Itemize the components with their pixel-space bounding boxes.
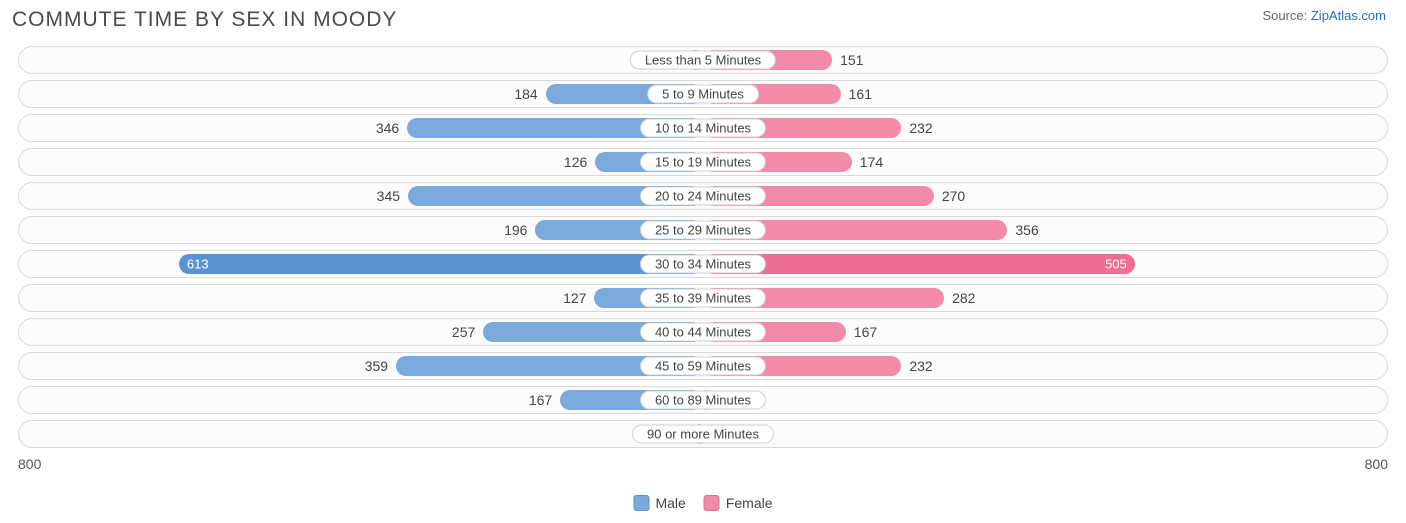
source-link[interactable]: ZipAtlas.com: [1311, 8, 1386, 23]
row-category-label: 60 to 89 Minutes: [640, 391, 766, 410]
row-category-label: 5 to 9 Minutes: [647, 85, 759, 104]
swatch-female: [704, 495, 720, 511]
bar-value-female: 282: [952, 290, 975, 306]
chart-area: 18151Less than 5 Minutes1841615 to 9 Min…: [0, 36, 1406, 448]
bar-row: 127 282 35 to 39 Minutes: [18, 284, 1388, 312]
row-category-label: 30 to 34 Minutes: [640, 255, 766, 274]
bar-value-male: 184: [514, 86, 537, 102]
swatch-male: [633, 495, 649, 511]
axis-left-label: 800: [18, 456, 41, 472]
row-category-label: 25 to 29 Minutes: [640, 221, 766, 240]
bar-value-male: 613: [187, 257, 209, 272]
row-category-label: 10 to 14 Minutes: [640, 119, 766, 138]
axis-row: 800 800: [0, 454, 1406, 472]
bar-row: 346 232 10 to 14 Minutes: [18, 114, 1388, 142]
bar-row: 257 167 40 to 44 Minutes: [18, 318, 1388, 346]
legend-item-female: Female: [704, 495, 773, 511]
legend: Male Female: [633, 495, 772, 511]
bar-row: 18151Less than 5 Minutes: [18, 46, 1388, 74]
bar-value-male: 345: [377, 188, 400, 204]
bar-value-female: 161: [849, 86, 872, 102]
bar-row: 126 174 15 to 19 Minutes: [18, 148, 1388, 176]
bar-value-female: 356: [1015, 222, 1038, 238]
bar-value-male: 359: [365, 358, 388, 374]
bar-row: 359 232 45 to 59 Minutes: [18, 352, 1388, 380]
row-category-label: 40 to 44 Minutes: [640, 323, 766, 342]
bar-value-male: 127: [563, 290, 586, 306]
bar-row: 8090 or more Minutes: [18, 420, 1388, 448]
bar-value-male: 346: [376, 120, 399, 136]
bar-value-female: 232: [909, 120, 932, 136]
chart-header: COMMUTE TIME BY SEX IN MOODY Source: Zip…: [0, 0, 1406, 36]
bar-value-female: 232: [909, 358, 932, 374]
bar-female: 505: [703, 254, 1135, 274]
chart-source: Source: ZipAtlas.com: [1262, 8, 1386, 23]
row-category-label: 15 to 19 Minutes: [640, 153, 766, 172]
bar-value-male: 167: [529, 392, 552, 408]
row-category-label: Less than 5 Minutes: [630, 51, 776, 70]
row-category-label: 45 to 59 Minutes: [640, 357, 766, 376]
bar-row: 196 356 25 to 29 Minutes: [18, 216, 1388, 244]
legend-label-female: Female: [726, 495, 773, 511]
chart-title: COMMUTE TIME BY SEX IN MOODY: [12, 8, 397, 32]
row-category-label: 90 or more Minutes: [632, 425, 774, 444]
legend-label-male: Male: [655, 495, 685, 511]
bar-value-male: 126: [564, 154, 587, 170]
bar-value-female: 167: [854, 324, 877, 340]
legend-item-male: Male: [633, 495, 685, 511]
bar-row: 167760 to 89 Minutes: [18, 386, 1388, 414]
axis-right-label: 800: [1365, 456, 1388, 472]
bar-row: 613 505 30 to 34 Minutes: [18, 250, 1388, 278]
bar-row: 184 161 5 to 9 Minutes: [18, 80, 1388, 108]
bar-value-female: 151: [840, 52, 863, 68]
bar-value-female: 505: [1105, 257, 1127, 272]
row-category-label: 35 to 39 Minutes: [640, 289, 766, 308]
bar-male: 613: [179, 254, 703, 274]
source-prefix: Source:: [1262, 8, 1310, 23]
row-category-label: 20 to 24 Minutes: [640, 187, 766, 206]
bar-value-male: 257: [452, 324, 475, 340]
bar-value-female: 174: [860, 154, 883, 170]
bar-value-male: 196: [504, 222, 527, 238]
bar-value-female: 270: [942, 188, 965, 204]
bar-row: 345 270 20 to 24 Minutes: [18, 182, 1388, 210]
